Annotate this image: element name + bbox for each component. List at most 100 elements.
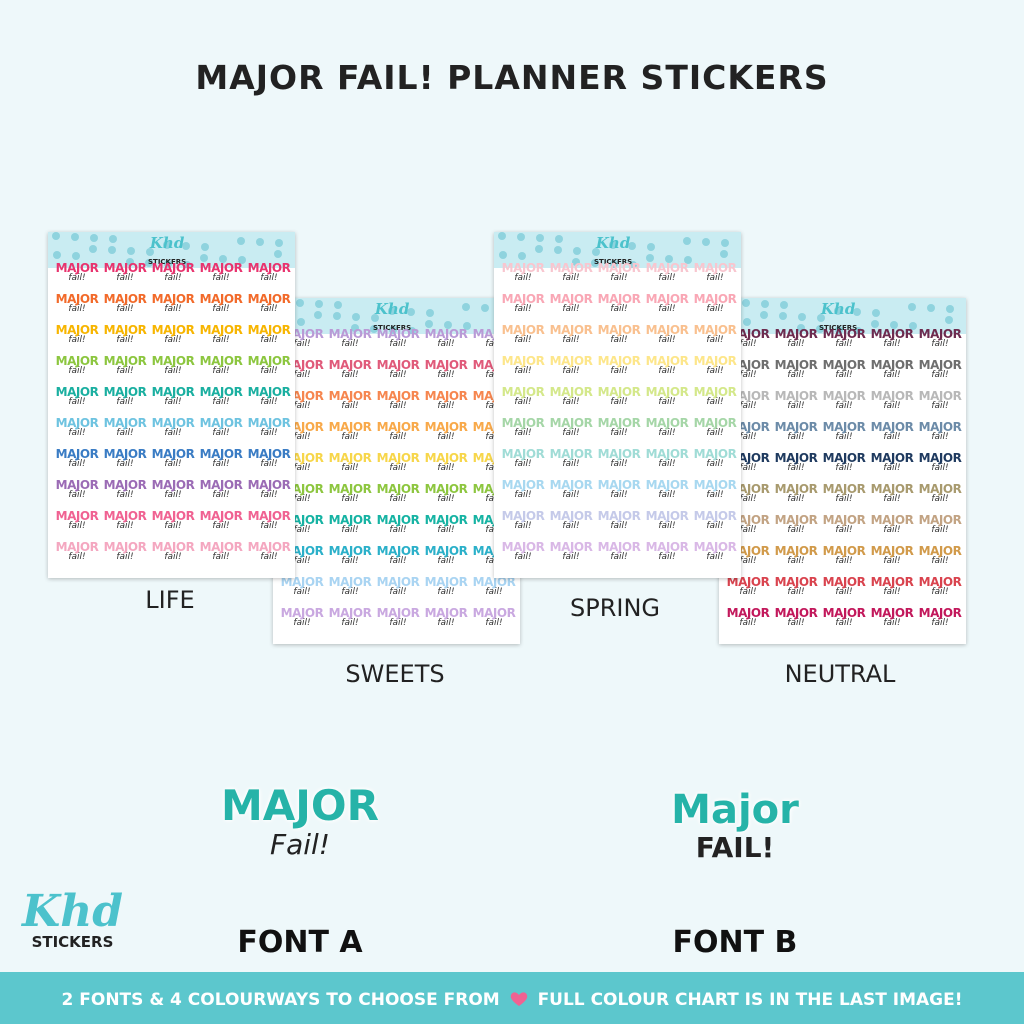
sticker-bottom: fail! [835,432,853,442]
sticker-bottom: fail! [164,521,182,531]
sticker-bottom: fail! [835,370,853,380]
dot [389,326,397,334]
dot [780,301,788,309]
sticker-bottom: fail! [164,273,182,283]
dot [890,321,898,329]
sticker-bottom: fail! [389,556,407,566]
sticker-bottom: fail! [437,556,455,566]
sticker-bottom: fail! [706,366,724,376]
banner-text: FULL COLOUR CHART IS IN THE LAST IMAGE! [537,990,963,1010]
sticker-bottom: fail! [706,459,724,469]
sticker-top: MAJOR [870,327,914,341]
sticker-bottom: fail! [787,401,805,411]
sticker-bottom: fail! [787,432,805,442]
sticker-top: MAJOR [774,327,818,341]
sticker-top: MAJOR [597,292,641,306]
sticker-top: MAJOR [103,323,147,337]
sticker-top: MAJOR [424,544,468,558]
sticker-bottom: fail! [260,552,278,562]
sticker-top: MAJOR [501,323,545,337]
sticker-top: MAJOR [870,482,914,496]
sticker-top: MAJOR [151,385,195,399]
sticker-top: MAJOR [693,478,737,492]
sticker-bottom: fail! [883,432,901,442]
dot [946,305,954,313]
sticker-top: MAJOR [693,292,737,306]
sticker-bottom: fail! [787,370,805,380]
sticker-top: MAJOR [424,451,468,465]
sticker-top: MAJOR [822,389,866,403]
sticker-top: MAJOR [822,327,866,341]
dot [817,314,825,322]
sticker-top: MAJOR [424,420,468,434]
sticker-bottom: fail! [116,304,134,314]
sticker-bottom: fail! [706,552,724,562]
sticker-top: MAJOR [55,354,99,368]
sticker-bottom: fail! [389,618,407,628]
sticker-bottom: fail! [341,525,359,535]
sticker-top: MAJOR [597,261,641,275]
sticker-bottom: fail! [212,552,230,562]
sample-top: MAJOR [221,781,379,830]
dot [572,258,580,266]
dot [927,304,935,312]
sticker-bottom: fail! [389,494,407,504]
sticker-bottom: fail! [164,428,182,438]
sample-bottom: FAIL! [695,831,775,864]
sticker-top: MAJOR [918,389,962,403]
sticker-top: MAJOR [199,261,243,275]
dot [425,320,433,328]
sticker-top: MAJOR [822,513,866,527]
sticker-top: MAJOR [597,478,641,492]
logo-name: Khd [149,234,185,252]
dot [237,237,245,245]
sticker-top: MAJOR [151,447,195,461]
sticker-bottom: fail! [212,273,230,283]
dot [536,234,544,242]
sticker-bottom: fail! [835,463,853,473]
dot [370,325,378,333]
sticker-top: MAJOR [247,447,291,461]
sticker-bottom: fail! [212,304,230,314]
sticker-bottom: fail! [437,401,455,411]
sticker-top: MAJOR [103,540,147,554]
sticker-bottom: fail! [260,428,278,438]
dot [871,320,879,328]
dot [127,247,135,255]
sticker-top: MAJOR [645,292,689,306]
dot [163,241,171,249]
dot [351,324,359,332]
sticker-bottom: fail! [562,552,580,562]
dot [535,245,543,253]
sticker-bottom: fail! [341,618,359,628]
dot [591,259,599,267]
sticker-top: MAJOR [501,261,545,275]
logo-name: Khd [374,300,410,318]
sticker-bottom: fail! [116,335,134,345]
sticker-bottom: fail! [739,618,757,628]
sticker-bottom: fail! [562,304,580,314]
title: MAJOR FAIL! PLANNER STICKERS [195,58,829,97]
sticker-bottom: fail! [389,432,407,442]
